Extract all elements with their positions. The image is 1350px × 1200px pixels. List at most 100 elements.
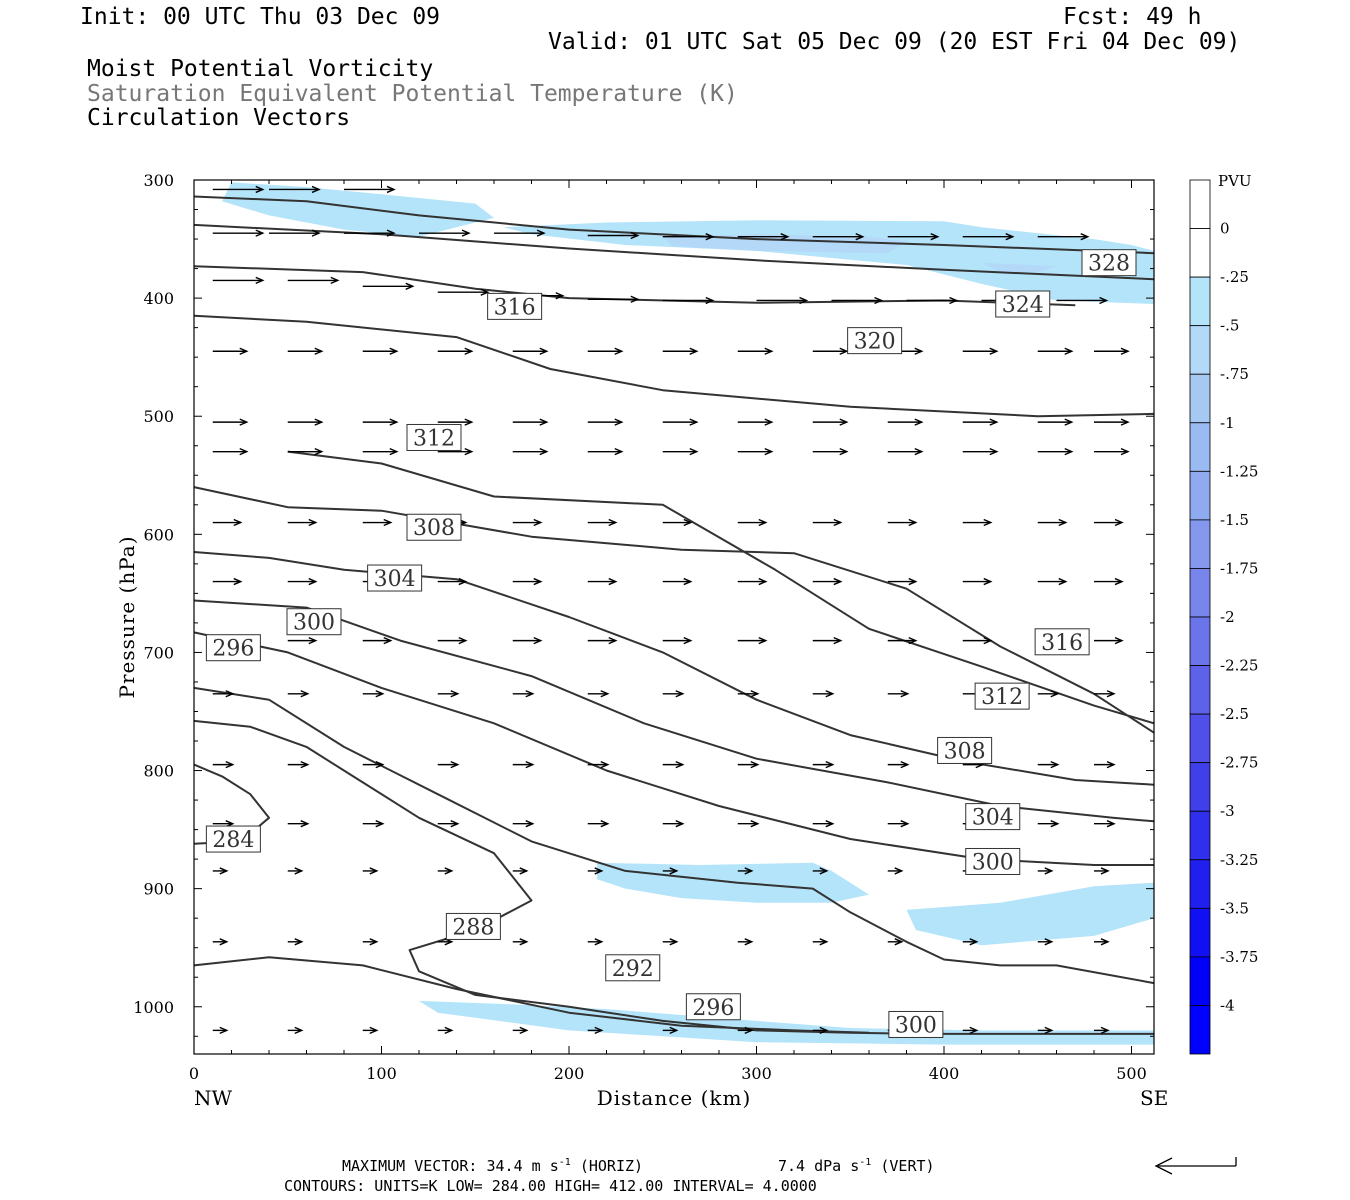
vector-arrow-head [630,231,640,240]
vector-arrow-head [705,233,715,241]
vector-arrow-head [533,518,543,527]
y-tick-label: 400 [143,289,174,308]
colorbar-label: -1.25 [1220,462,1258,480]
vector-arrow-head [458,577,468,586]
vector-arrow-head [839,448,849,456]
colorbar-cell [1189,810,1211,861]
contour-label: 300 [293,611,335,636]
x-left-end-label: NW [194,1086,233,1110]
vector-arrow-head [450,820,460,828]
vector-arrow-head [908,636,918,645]
vector-arrow-head [989,347,999,355]
vector-arrow-head [444,1026,454,1035]
vector-arrow-head [239,448,249,456]
vector-arrow-head [239,418,249,426]
vector-arrow-head [1114,577,1124,586]
vector-arrow-head [369,1026,379,1035]
y-tick-label: 900 [143,880,174,899]
vector-arrow-head [294,867,304,875]
vector-arrow-head [219,867,229,875]
reference-vector-icon [1154,1157,1237,1175]
vector-arrow-head [389,448,399,456]
contour-label: 312 [981,685,1023,710]
x-axis-label: Distance (km) [597,1086,752,1110]
colorbar-cell [1189,568,1211,618]
contour-label: 316 [494,295,536,320]
vector-arrow-head [1050,820,1060,828]
colorbar-cell [1189,422,1211,472]
vector-arrow-head [914,418,924,426]
vector-arrow-head [383,518,393,527]
vector-arrow-head [1044,867,1054,875]
contour-label: 284 [212,828,254,853]
vector-arrow-head [983,518,993,527]
vector-arrow-head [519,867,529,875]
field-title-vectors: Circulation Vectors [87,105,351,131]
contour-label: 328 [1088,252,1130,277]
x-tick-label: 0 [189,1064,199,1083]
vector-arrow-head [369,867,379,875]
vector-arrow-head [1100,938,1110,946]
vector-arrow-head [1064,448,1074,456]
colorbar-label: -.75 [1220,365,1249,383]
vector-arrow-head [1106,820,1116,828]
vector-arrow-head [705,296,715,305]
vector-arrow-head [369,938,379,946]
colorbar-cell [1189,907,1211,958]
vector-arrow-head [314,448,324,456]
vector-arrow-head [833,636,843,645]
vector-arrow-head [1100,867,1110,875]
mpv-shaded-region [662,234,907,254]
y-axis-label: Pressure (hPa) [115,536,139,699]
contour-label-box [487,292,543,320]
max-vector-note: MAXIMUM VECTOR: 34.4 m s-1 (HORIZ) [342,1157,644,1175]
y-tick-label: 1000 [133,998,174,1017]
vector-arrow-head [630,295,640,303]
vector-arrow-head [758,636,768,645]
contour-label-box [1081,249,1137,277]
vector-arrow-head [255,229,265,237]
vector-arrow-head [894,867,904,875]
vector-arrow-head [1099,296,1109,305]
vector-arrow-head [764,448,774,456]
vector-arrow-head [908,518,918,527]
vector-arrow-head [825,690,835,698]
vector-arrow-head [600,760,610,769]
vector-arrow-head [464,347,474,355]
vector-arrow-head [311,185,321,194]
vector-arrow-head [461,229,471,237]
vector-arrow-head [300,820,310,828]
colorbar-label: 0 [1220,220,1230,238]
vector-arrow-head [594,1026,604,1035]
vector-arrow-head [375,760,385,769]
vector-arrow-head [539,448,549,456]
vector-arrow-head [839,418,849,426]
colorbar-cell [1189,373,1211,424]
vector-arrow-head [1080,233,1090,241]
colorbar-label: -4 [1220,996,1235,1014]
contour-label-box [605,954,661,982]
mpv-shaded-region [222,182,494,237]
colorbar-label: -2.5 [1220,705,1249,723]
contour-label-box [205,634,261,662]
contour-label-box [937,736,993,764]
vector-arrow-head [1120,448,1130,456]
vector-arrow-head [969,1026,979,1035]
colorbar-label: -.25 [1220,268,1249,286]
vector-arrow-head [386,229,396,237]
colorbar-label: -1.75 [1220,559,1258,577]
vector-arrow-head [555,292,565,300]
vector-arrow-head [314,347,324,355]
vector-arrow-head [675,820,685,828]
vector-arrow-head [989,418,999,426]
contour-label: 308 [413,516,455,541]
vector-arrow-head [1120,418,1130,426]
y-tick-label: 700 [143,643,174,662]
vector-arrow-head [219,938,229,946]
contour-label-box [965,803,1021,831]
vector-arrow-head [375,820,385,828]
contour-label-box [995,290,1051,318]
colorbar-label: -2.25 [1220,657,1258,675]
vector-arrow-head [405,282,415,290]
contour-line-304 [193,599,1155,823]
